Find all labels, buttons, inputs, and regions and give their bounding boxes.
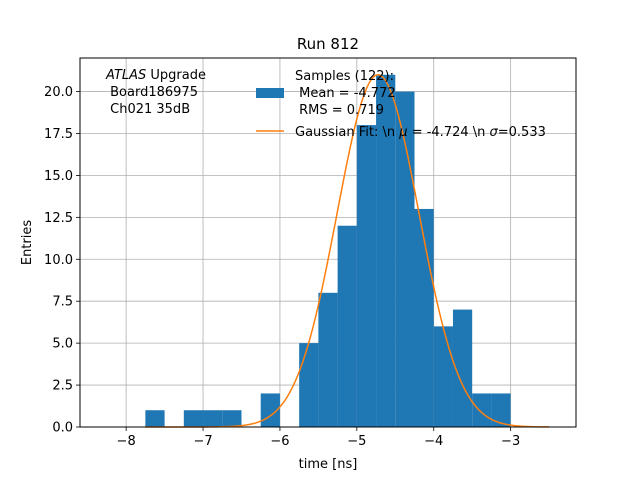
x-tick-label: −5 bbox=[347, 434, 366, 449]
x-tick-label: −6 bbox=[270, 434, 289, 449]
legend-hist-swatch bbox=[256, 88, 284, 98]
atlas-annotation: ATLAS Upgrade Board186975 Ch021 35dB bbox=[105, 68, 206, 117]
svg-text:ATLAS Upgrade: ATLAS Upgrade bbox=[105, 68, 206, 83]
y-tick-label: 20.0 bbox=[44, 85, 73, 100]
histogram-bar bbox=[491, 393, 511, 427]
atlas-label: ATLAS bbox=[105, 68, 146, 83]
legend-hist-line: Mean = -4.772 bbox=[295, 86, 396, 101]
y-tick-label: 5.0 bbox=[52, 337, 73, 352]
y-tick-label: 17.5 bbox=[44, 127, 73, 142]
y-tick-label: 15.0 bbox=[44, 169, 73, 184]
plot-frame bbox=[79, 57, 577, 428]
legend-hist-line: Samples (122): bbox=[295, 69, 394, 84]
histogram-bar bbox=[433, 326, 453, 427]
histogram-bar bbox=[222, 410, 242, 427]
x-tick-label: −3 bbox=[501, 434, 520, 449]
histogram-bar bbox=[145, 410, 165, 427]
y-tick-label: 7.5 bbox=[52, 295, 73, 310]
histogram-bar bbox=[472, 393, 492, 427]
histogram-bar bbox=[356, 125, 377, 427]
y-tick-label: 2.5 bbox=[52, 379, 73, 394]
histogram-bar bbox=[452, 309, 473, 427]
chart-title: Run 812 bbox=[297, 35, 359, 53]
histogram-bar bbox=[203, 410, 223, 427]
x-axis-label: time [ns] bbox=[299, 457, 358, 472]
x-tick-label: −7 bbox=[193, 434, 212, 449]
histogram-bar bbox=[337, 225, 357, 427]
annotation-line: Ch021 35dB bbox=[106, 102, 190, 117]
histogram-bar bbox=[318, 292, 338, 427]
annotation-line: Board186975 bbox=[106, 85, 198, 100]
legend-fit-label: Gaussian Fit: \n μ = -4.724 \n σ=0.533 bbox=[295, 125, 546, 140]
legend: Samples (122): Mean = -4.772 RMS = 0.719… bbox=[256, 69, 546, 140]
legend-hist-line: RMS = 0.719 bbox=[295, 103, 384, 118]
y-tick-label: 10.0 bbox=[44, 253, 73, 268]
y-axis-label: Entries bbox=[20, 220, 35, 266]
x-tick-label: −4 bbox=[424, 434, 443, 449]
y-tick-label: 12.5 bbox=[44, 211, 73, 226]
histogram-bar bbox=[183, 410, 204, 427]
histogram-bar bbox=[395, 91, 415, 427]
histogram-bar bbox=[376, 74, 396, 427]
histogram-bar bbox=[299, 343, 319, 427]
axis-ticks: −8 −7 −6 −5 −4 −3 0.0 2.5 5.0 7.5 10.0 12.5 15.0 17.5… bbox=[44, 85, 520, 449]
annotation-line: Upgrade bbox=[146, 68, 206, 83]
x-tick-label: −8 bbox=[117, 434, 136, 449]
y-tick-label: 0.0 bbox=[52, 421, 73, 436]
